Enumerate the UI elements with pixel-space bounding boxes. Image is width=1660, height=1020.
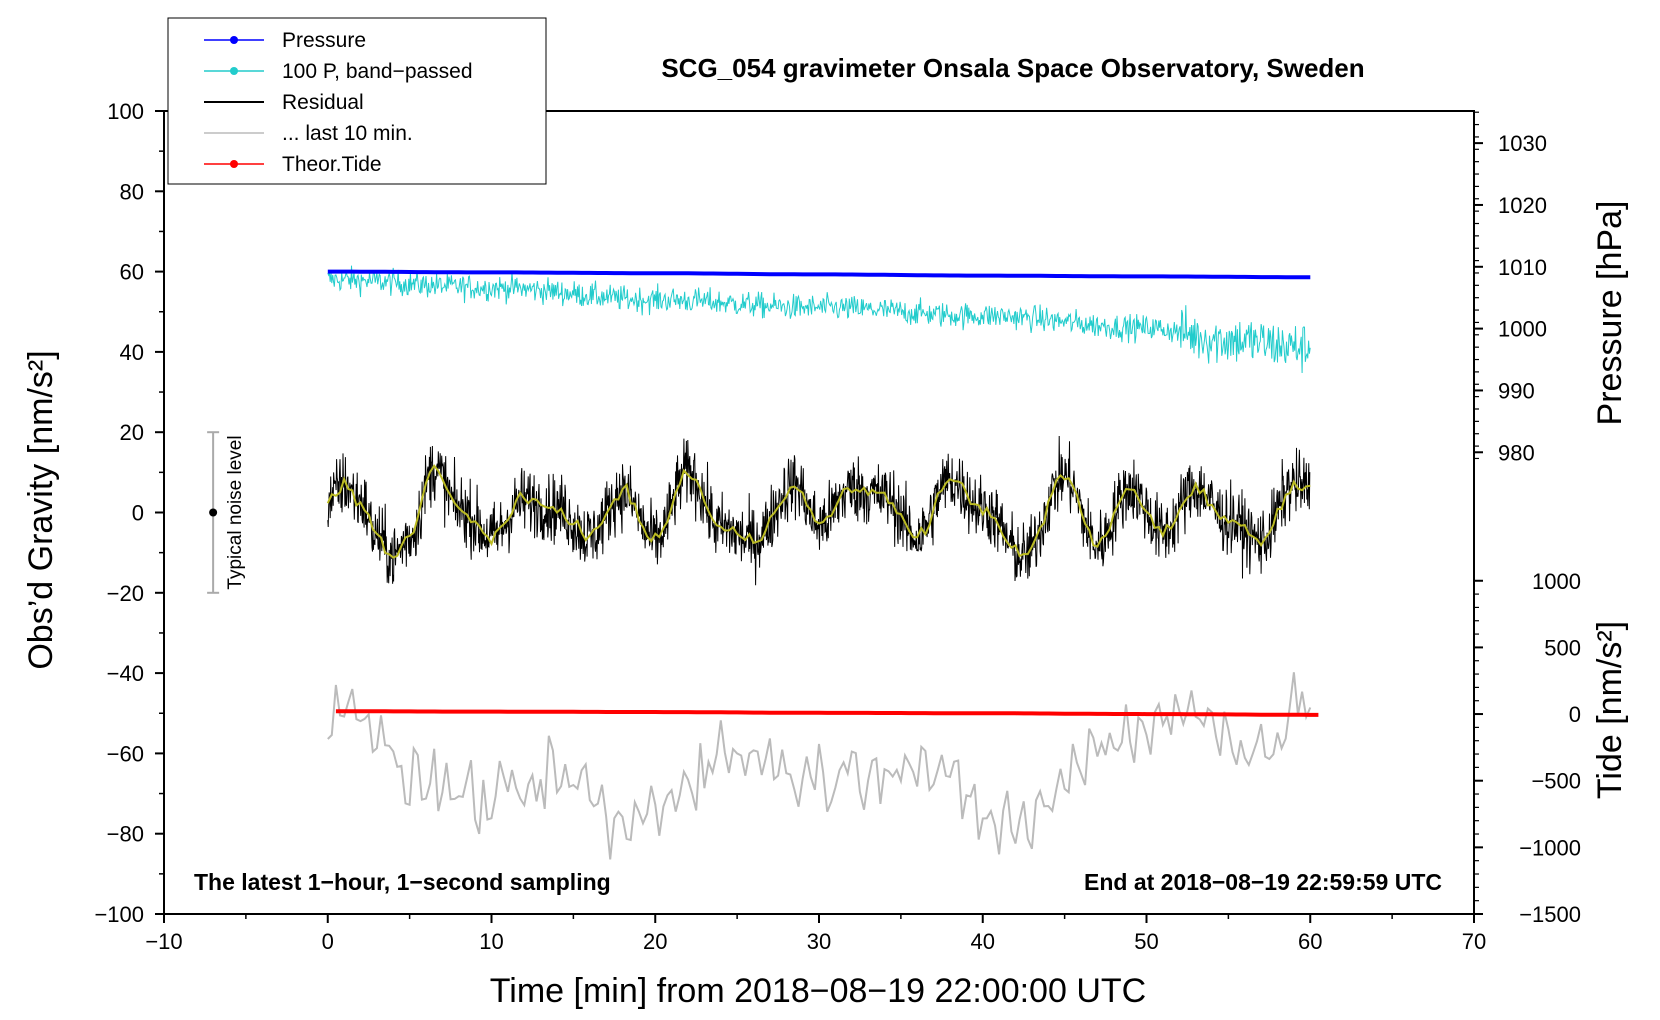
series-residual <box>327 435 1311 586</box>
chart-title: SCG_054 gravimeter Onsala Space Observat… <box>661 53 1364 83</box>
x-tick-label: 0 <box>322 929 334 954</box>
series-layer <box>326 265 1319 860</box>
legend-label: Pressure <box>282 29 366 52</box>
x-tick-label: 40 <box>971 929 995 954</box>
legend-marker <box>230 67 238 75</box>
series-smoothed-residual <box>326 464 1311 559</box>
y-axis-ticks: −100 −80 −60 −40 −20 0 20 40 60 80 100 <box>94 99 164 927</box>
x-tick-label: 60 <box>1298 929 1322 954</box>
x-tick-label: −10 <box>145 929 182 954</box>
legend-label: 100 P, band−passed <box>282 60 473 83</box>
tide-tick-label: 0 <box>1569 702 1581 727</box>
y-tick-label: −60 <box>107 741 144 766</box>
x-axis-ticks: −10 0 10 20 30 40 50 60 70 <box>145 914 1486 954</box>
pressure-tick-label: 1020 <box>1498 193 1547 218</box>
y-tick-label: 100 <box>107 99 144 124</box>
legend-items: Pressure 100 P, band−passed Residual ... la… <box>204 29 473 176</box>
x-tick-label: 50 <box>1134 929 1158 954</box>
y-tick-label: 40 <box>120 340 144 365</box>
x-tick-label: 30 <box>807 929 831 954</box>
x-tick-label: 10 <box>479 929 503 954</box>
pressure-tick-label: 980 <box>1498 440 1535 465</box>
legend-label: Residual <box>282 91 364 114</box>
series-last-10-min <box>327 672 1312 860</box>
y-tick-label: −40 <box>107 661 144 686</box>
x-tick-label: 20 <box>643 929 667 954</box>
x-tick-label: 70 <box>1462 929 1486 954</box>
pressure-tick-label: 990 <box>1498 378 1535 403</box>
y-tick-label: −80 <box>107 822 144 847</box>
series-theor-tide <box>335 709 1319 717</box>
y-axis-title-tide: Tide [nm/s²] <box>1591 621 1629 799</box>
legend-marker <box>230 36 238 44</box>
noise-bar: Typical noise level <box>207 431 246 594</box>
y-axis-title-left: Obs’d Gravity [nm/s²] <box>22 350 60 669</box>
pressure-tick-label: 1030 <box>1498 131 1547 156</box>
sampling-annotation: The latest 1−hour, 1−second sampling <box>194 869 611 895</box>
y-axis-title-pressure: Pressure [hPa] <box>1591 201 1629 426</box>
y-tick-label: 60 <box>120 260 144 285</box>
end-time-annotation: End at 2018−08−19 22:59:59 UTC <box>1084 869 1442 895</box>
y-tick-label: −100 <box>94 902 144 927</box>
legend-marker <box>230 160 238 168</box>
pressure-tick-label: 1010 <box>1498 255 1547 280</box>
tide-tick-label: −500 <box>1531 769 1581 794</box>
y-tick-label: 20 <box>120 420 144 445</box>
pressure-tick-label: 1000 <box>1498 317 1547 342</box>
noise-bar-label: Typical noise level <box>225 435 246 589</box>
series-band-passed-pressure <box>327 265 1311 374</box>
legend-label: Theor.Tide <box>282 153 382 176</box>
legend-label: ... last 10 min. <box>282 122 413 145</box>
y-tick-label: 80 <box>120 179 144 204</box>
x-axis-title: Time [min] from 2018−08−19 22:00:00 UTC <box>490 972 1146 1010</box>
tide-tick-label: −1500 <box>1519 902 1581 927</box>
pressure-axis-ticks: 980 990 1000 1010 1020 1030 <box>1474 111 1547 465</box>
tide-tick-label: 500 <box>1544 635 1581 660</box>
legend: Pressure 100 P, band−passed Residual ... la… <box>167 17 547 185</box>
noise-bar-center-dot <box>209 508 218 517</box>
tide-tick-label: 1000 <box>1532 569 1581 594</box>
y-tick-label: −20 <box>107 581 144 606</box>
tide-tick-label: −1000 <box>1519 835 1581 860</box>
series-pressure <box>327 269 1311 280</box>
y-tick-label: 0 <box>132 501 144 526</box>
tide-axis-ticks: −1500 −1000 −500 0 500 1000 <box>1474 569 1581 927</box>
